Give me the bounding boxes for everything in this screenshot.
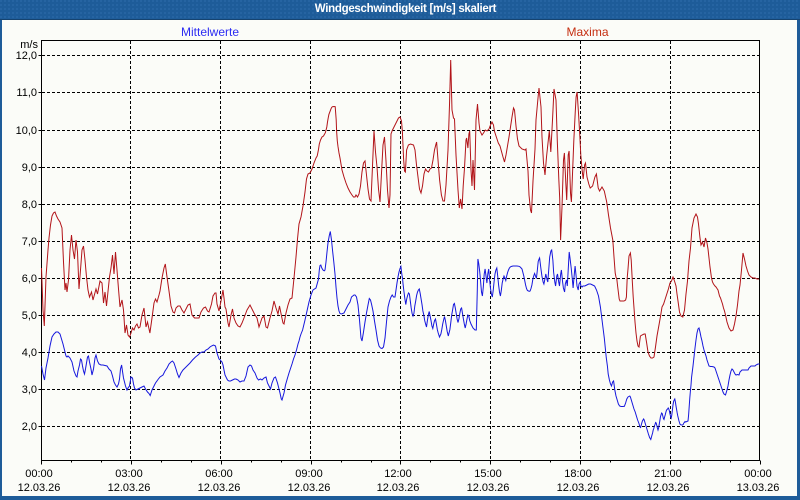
svg-text:m/s: m/s — [20, 39, 38, 51]
svg-text:4,0: 4,0 — [22, 347, 37, 359]
svg-text:06:00: 06:00 — [205, 468, 233, 480]
svg-text:12.03.26: 12.03.26 — [377, 482, 420, 494]
svg-text:03:00: 03:00 — [115, 468, 143, 480]
svg-text:12.03.26: 12.03.26 — [647, 482, 690, 494]
svg-text:7,0: 7,0 — [22, 236, 37, 248]
svg-text:6,0: 6,0 — [22, 273, 37, 285]
svg-text:12.03.26: 12.03.26 — [467, 482, 510, 494]
svg-text:12.03.26: 12.03.26 — [198, 482, 241, 494]
svg-text:8,0: 8,0 — [22, 199, 37, 211]
svg-text:21:00: 21:00 — [654, 468, 682, 480]
svg-text:5,0: 5,0 — [22, 310, 37, 322]
svg-text:12.03.26: 12.03.26 — [288, 482, 331, 494]
svg-text:11,0: 11,0 — [16, 87, 37, 99]
svg-text:9,0: 9,0 — [22, 162, 37, 174]
svg-text:18:00: 18:00 — [564, 468, 592, 480]
svg-text:10,0: 10,0 — [16, 125, 37, 137]
svg-text:00:00: 00:00 — [25, 468, 53, 480]
svg-text:12.03.26: 12.03.26 — [108, 482, 151, 494]
svg-text:2,0: 2,0 — [22, 421, 37, 433]
svg-text:12.03.26: 12.03.26 — [18, 482, 61, 494]
svg-text:12:00: 12:00 — [384, 468, 412, 480]
svg-text:12,0: 12,0 — [16, 50, 37, 62]
svg-text:15:00: 15:00 — [474, 468, 502, 480]
svg-text:00:00: 00:00 — [744, 468, 772, 480]
svg-text:13.03.26: 13.03.26 — [737, 482, 780, 494]
svg-text:3,0: 3,0 — [22, 384, 37, 396]
svg-text:09:00: 09:00 — [295, 468, 323, 480]
svg-text:12.03.26: 12.03.26 — [557, 482, 600, 494]
